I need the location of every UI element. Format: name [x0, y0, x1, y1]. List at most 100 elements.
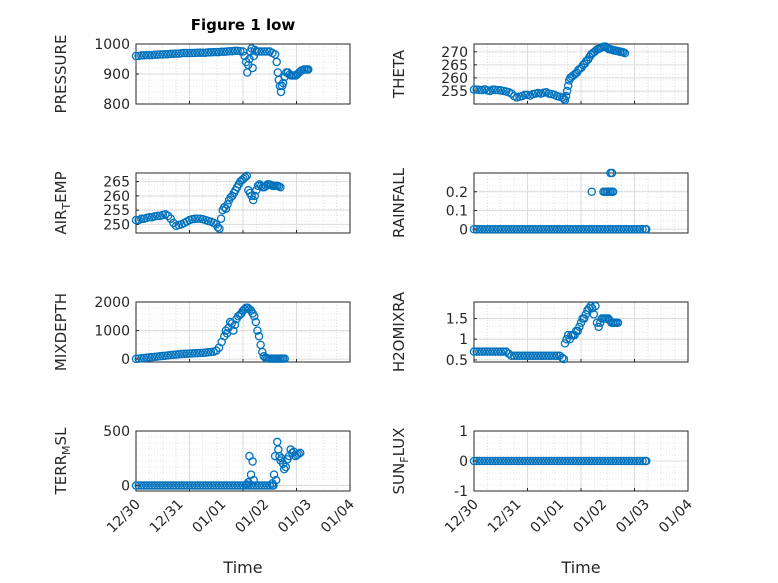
data-point	[509, 456, 519, 466]
data-point	[193, 348, 202, 358]
data-point	[206, 481, 216, 490]
y-tick-label: 0.2	[446, 185, 468, 201]
data-point	[262, 47, 272, 56]
data-point	[254, 332, 264, 341]
data-point	[509, 224, 519, 234]
data-point	[193, 214, 202, 223]
y-tick-label: 260	[441, 71, 468, 87]
data-point	[216, 214, 226, 223]
data-point	[139, 481, 149, 490]
y-tick-label: 265	[441, 58, 468, 74]
data-point	[515, 351, 524, 361]
y-tick-label: 0.1	[446, 204, 468, 220]
data-point	[480, 224, 489, 234]
data-point	[491, 347, 500, 356]
data-point	[512, 351, 522, 361]
data-point	[558, 93, 567, 102]
data-point	[179, 48, 189, 58]
data-point	[550, 456, 559, 466]
data-point	[638, 456, 647, 466]
data-point	[541, 351, 551, 361]
x-tick-label: 01/01	[528, 497, 568, 537]
data-point	[150, 50, 159, 60]
data-point	[229, 326, 238, 335]
data-point	[568, 456, 578, 466]
data-point	[536, 351, 546, 361]
data-point	[488, 347, 497, 356]
x-tick-label: 01/03	[275, 497, 315, 537]
xlabel: Time	[222, 558, 262, 577]
data-point	[536, 224, 546, 234]
data-point	[153, 211, 162, 221]
data-point	[525, 224, 535, 234]
data-point	[552, 351, 562, 361]
data-point	[279, 464, 289, 474]
data-point	[182, 349, 192, 358]
y-tick-label: 255	[103, 203, 130, 219]
data-point	[137, 51, 146, 60]
data-point	[504, 224, 514, 234]
data-point	[517, 456, 527, 466]
data-point	[562, 334, 571, 344]
data-point	[582, 224, 591, 234]
data-point	[142, 353, 151, 362]
data-point	[472, 347, 481, 356]
y-tick-label: 0	[121, 352, 130, 368]
data-point	[608, 456, 618, 466]
data-point	[579, 224, 588, 234]
data-point	[215, 224, 224, 233]
data-point	[574, 224, 583, 234]
axes-box	[473, 301, 689, 363]
data-point	[131, 215, 141, 225]
data-point	[276, 87, 286, 97]
subplot-pressure: 800 900 1000 PRESSURE	[52, 35, 351, 113]
data-point	[228, 481, 237, 490]
data-point	[528, 224, 538, 234]
ylabel: MIXDEPTH	[52, 293, 70, 371]
data-point	[507, 224, 516, 234]
data-point	[475, 224, 484, 234]
data-point	[281, 462, 291, 472]
subplot-mixdepth: 0 1000 2000 MIXDEPTH	[52, 293, 351, 371]
data-point	[547, 456, 556, 466]
data-point	[147, 352, 157, 362]
data-point	[573, 326, 583, 336]
data-point	[137, 481, 146, 490]
data-point	[469, 224, 479, 234]
data-point	[493, 224, 503, 234]
data-point	[155, 50, 165, 59]
x-tick-label: 12/31	[485, 497, 525, 537]
data-point	[504, 456, 514, 466]
data-point	[483, 456, 492, 466]
data-point	[161, 351, 170, 360]
data-point	[225, 481, 234, 490]
data-point	[187, 481, 197, 490]
data-point	[174, 350, 184, 359]
data-point	[589, 310, 599, 319]
data-point	[491, 85, 500, 95]
data-point	[539, 351, 548, 361]
data-point	[174, 481, 184, 490]
data-point	[150, 481, 159, 490]
data-point	[472, 224, 481, 234]
data-point	[523, 224, 532, 234]
data-point	[574, 456, 583, 466]
data-point	[469, 347, 479, 356]
figure-title: Figure 1 low	[191, 16, 296, 34]
data-point	[295, 448, 305, 458]
data-point	[203, 481, 213, 490]
data-point	[547, 351, 556, 361]
data-point	[257, 47, 266, 56]
ylabel: AIRTEMP	[52, 171, 73, 234]
data-point	[592, 224, 602, 234]
x-tick-label: 12/31	[147, 497, 187, 537]
data-point	[131, 51, 141, 61]
data-point	[507, 456, 516, 466]
data-point	[620, 48, 630, 58]
data-point	[190, 481, 200, 490]
data-point	[614, 224, 623, 234]
data-point	[635, 224, 645, 234]
data-point	[533, 351, 543, 361]
data-point	[493, 85, 503, 95]
data-point	[560, 224, 570, 234]
